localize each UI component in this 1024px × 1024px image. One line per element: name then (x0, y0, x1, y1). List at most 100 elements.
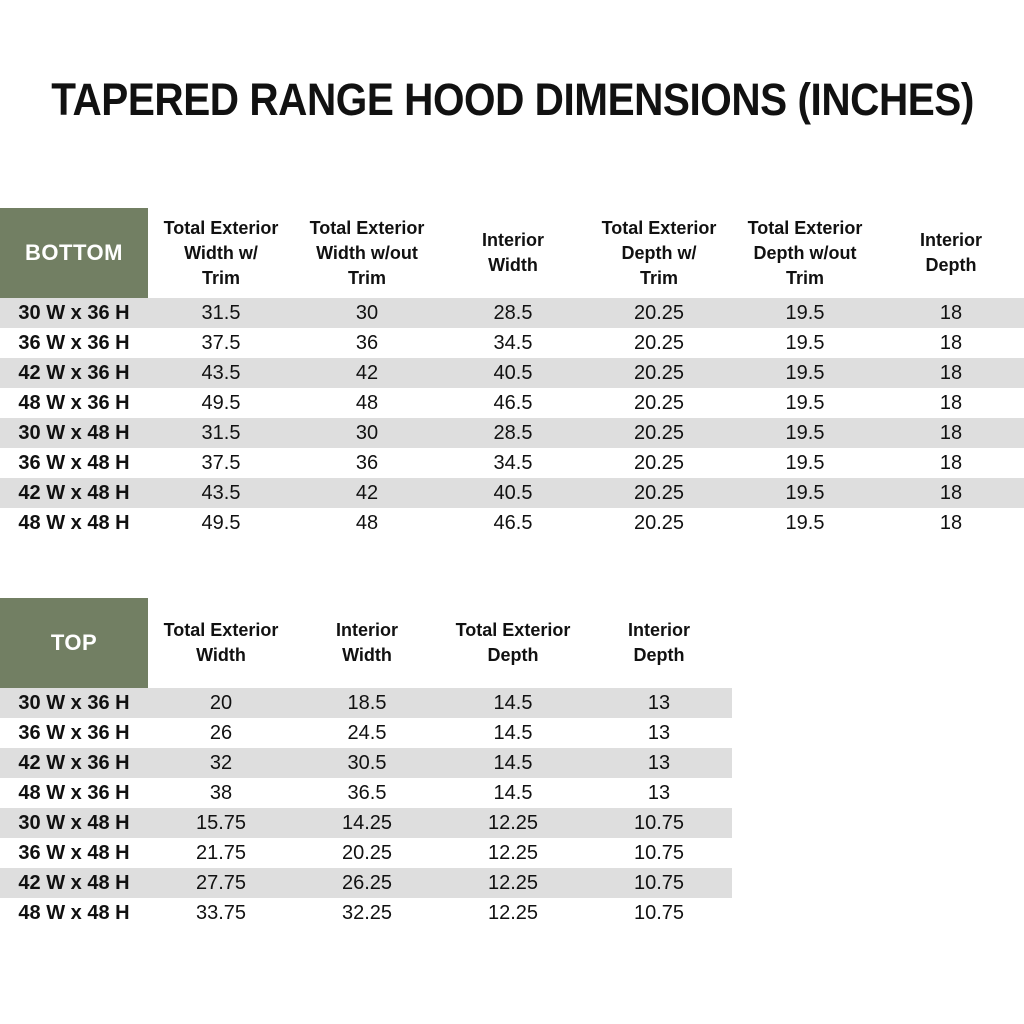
dimension-value: 28.5 (493, 421, 533, 444)
page-title: TAPERED RANGE HOOD DIMENSIONS (INCHES) (51, 74, 974, 125)
dimension-value: 33.75 (195, 901, 247, 924)
dimension-value: 46.5 (493, 511, 533, 534)
row-label: 42 W x 36 H (18, 751, 130, 774)
dimension-value: 18 (939, 361, 963, 384)
table-row: 48 W x 48 H 49.5 48 46.5 20.25 19.5 18 (0, 508, 1024, 538)
dimension-value: 34.5 (493, 451, 533, 474)
dimension-value: 12.25 (487, 841, 539, 864)
dimension-value: 38 (209, 781, 233, 804)
dimension-value: 26 (209, 721, 233, 744)
dimension-value: 48 (355, 391, 379, 414)
dimension-value: 30 (355, 421, 379, 444)
dimension-value: 32.25 (341, 901, 393, 924)
table-row: 30 W x 36 H 31.5 30 28.5 20.25 19.5 18 (0, 298, 1024, 328)
dimension-value: 20.25 (633, 391, 685, 414)
dimension-value: 13 (647, 751, 671, 774)
dimension-value: 10.75 (633, 841, 685, 864)
dimension-value: 36 (355, 451, 379, 474)
bottom-label-box: BOTTOM (0, 208, 148, 298)
dimension-value: 30 (355, 301, 379, 324)
dimension-value: 31.5 (201, 301, 241, 324)
dimension-value: 42 (355, 481, 379, 504)
top-label-box: TOP (0, 598, 148, 688)
row-label: 36 W x 36 H (18, 331, 130, 354)
dimension-value: 43.5 (201, 361, 241, 384)
column-header: Total Exterior Width w/out Trim (294, 208, 440, 298)
dimension-value: 31.5 (201, 421, 241, 444)
dimension-value: 30.5 (347, 751, 387, 774)
dimension-value: 12.25 (487, 811, 539, 834)
dimension-value: 20.25 (633, 481, 685, 504)
column-header: Interior Width (294, 598, 440, 688)
row-label: 36 W x 36 H (18, 721, 130, 744)
bottom-dimensions-table: BOTTOM Total Exterior Width w/ Trim Total … (0, 208, 1024, 538)
table-row: 48 W x 48 H 33.75 32.25 12.25 10.75 (0, 898, 732, 928)
dimension-value: 19.5 (785, 421, 825, 444)
column-header: Total Exterior Depth w/out Trim (732, 208, 878, 298)
dimension-value: 10.75 (633, 871, 685, 894)
row-label: 30 W x 36 H (18, 691, 130, 714)
dimension-value: 19.5 (785, 331, 825, 354)
dimension-value: 40.5 (493, 481, 533, 504)
dimension-value: 14.5 (493, 691, 533, 714)
dimension-value: 19.5 (785, 361, 825, 384)
dimension-value: 46.5 (493, 391, 533, 414)
dimension-value: 42 (355, 361, 379, 384)
dimension-value: 18 (939, 421, 963, 444)
table-row: 42 W x 48 H 27.75 26.25 12.25 10.75 (0, 868, 732, 898)
column-header: Interior Depth (878, 208, 1024, 298)
column-header: Interior Width (440, 208, 586, 298)
row-label: 48 W x 48 H (18, 901, 130, 924)
row-label: 30 W x 48 H (18, 421, 130, 444)
row-label: 48 W x 36 H (18, 781, 130, 804)
table-row: 42 W x 48 H 43.5 42 40.5 20.25 19.5 18 (0, 478, 1024, 508)
dimension-value: 37.5 (201, 331, 241, 354)
dimension-value: 20 (209, 691, 233, 714)
dimension-value: 19.5 (785, 481, 825, 504)
dimension-value: 13 (647, 721, 671, 744)
dimension-value: 18.5 (347, 691, 387, 714)
row-label: 30 W x 36 H (18, 301, 130, 324)
dimension-value: 27.75 (195, 871, 247, 894)
dimension-value: 36.5 (347, 781, 387, 804)
dimension-value: 40.5 (493, 361, 533, 384)
dimension-value: 18 (939, 301, 963, 324)
dimension-value: 32 (209, 751, 233, 774)
dimension-value: 14.5 (493, 781, 533, 804)
table-row: 48 W x 36 H 49.5 48 46.5 20.25 19.5 18 (0, 388, 1024, 418)
dimension-value: 20.25 (633, 361, 685, 384)
dimension-value: 18 (939, 481, 963, 504)
dimension-value: 10.75 (633, 811, 685, 834)
dimension-value: 14.25 (341, 811, 393, 834)
dimension-value: 49.5 (201, 511, 241, 534)
dimension-value: 18 (939, 511, 963, 534)
table-row: 30 W x 48 H 31.5 30 28.5 20.25 19.5 18 (0, 418, 1024, 448)
dimension-value: 13 (647, 691, 671, 714)
dimension-value: 24.5 (347, 721, 387, 744)
table-row: 36 W x 48 H 21.75 20.25 12.25 10.75 (0, 838, 732, 868)
dimension-value: 20.25 (633, 301, 685, 324)
dimension-value: 36 (355, 331, 379, 354)
row-label: 36 W x 48 H (18, 841, 130, 864)
dimension-value: 14.5 (493, 721, 533, 744)
table-row: 30 W x 48 H 15.75 14.25 12.25 10.75 (0, 808, 732, 838)
row-label: 30 W x 48 H (18, 811, 130, 834)
table-row: 42 W x 36 H 32 30.5 14.5 13 (0, 748, 732, 778)
row-label: 48 W x 48 H (18, 511, 130, 534)
table-row: 36 W x 36 H 26 24.5 14.5 13 (0, 718, 732, 748)
table-row: 42 W x 36 H 43.5 42 40.5 20.25 19.5 18 (0, 358, 1024, 388)
dimension-value: 26.25 (341, 871, 393, 894)
row-label: 42 W x 36 H (18, 361, 130, 384)
column-header: Total Exterior Width w/ Trim (148, 208, 294, 298)
dimension-value: 43.5 (201, 481, 241, 504)
top-dimensions-table: TOP Total Exterior Width Interior Width Tot… (0, 598, 732, 928)
row-label: 42 W x 48 H (18, 871, 130, 894)
dimension-value: 12.25 (487, 901, 539, 924)
dimension-value: 21.75 (195, 841, 247, 864)
column-header: Total Exterior Width (148, 598, 294, 688)
dimension-value: 13 (647, 781, 671, 804)
column-header: Interior Depth (586, 598, 732, 688)
column-header: Total Exterior Depth w/ Trim (586, 208, 732, 298)
dimension-value: 12.25 (487, 871, 539, 894)
